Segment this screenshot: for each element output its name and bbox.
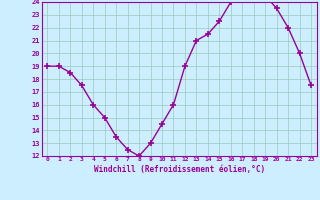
X-axis label: Windchill (Refroidissement éolien,°C): Windchill (Refroidissement éolien,°C) [94,165,265,174]
